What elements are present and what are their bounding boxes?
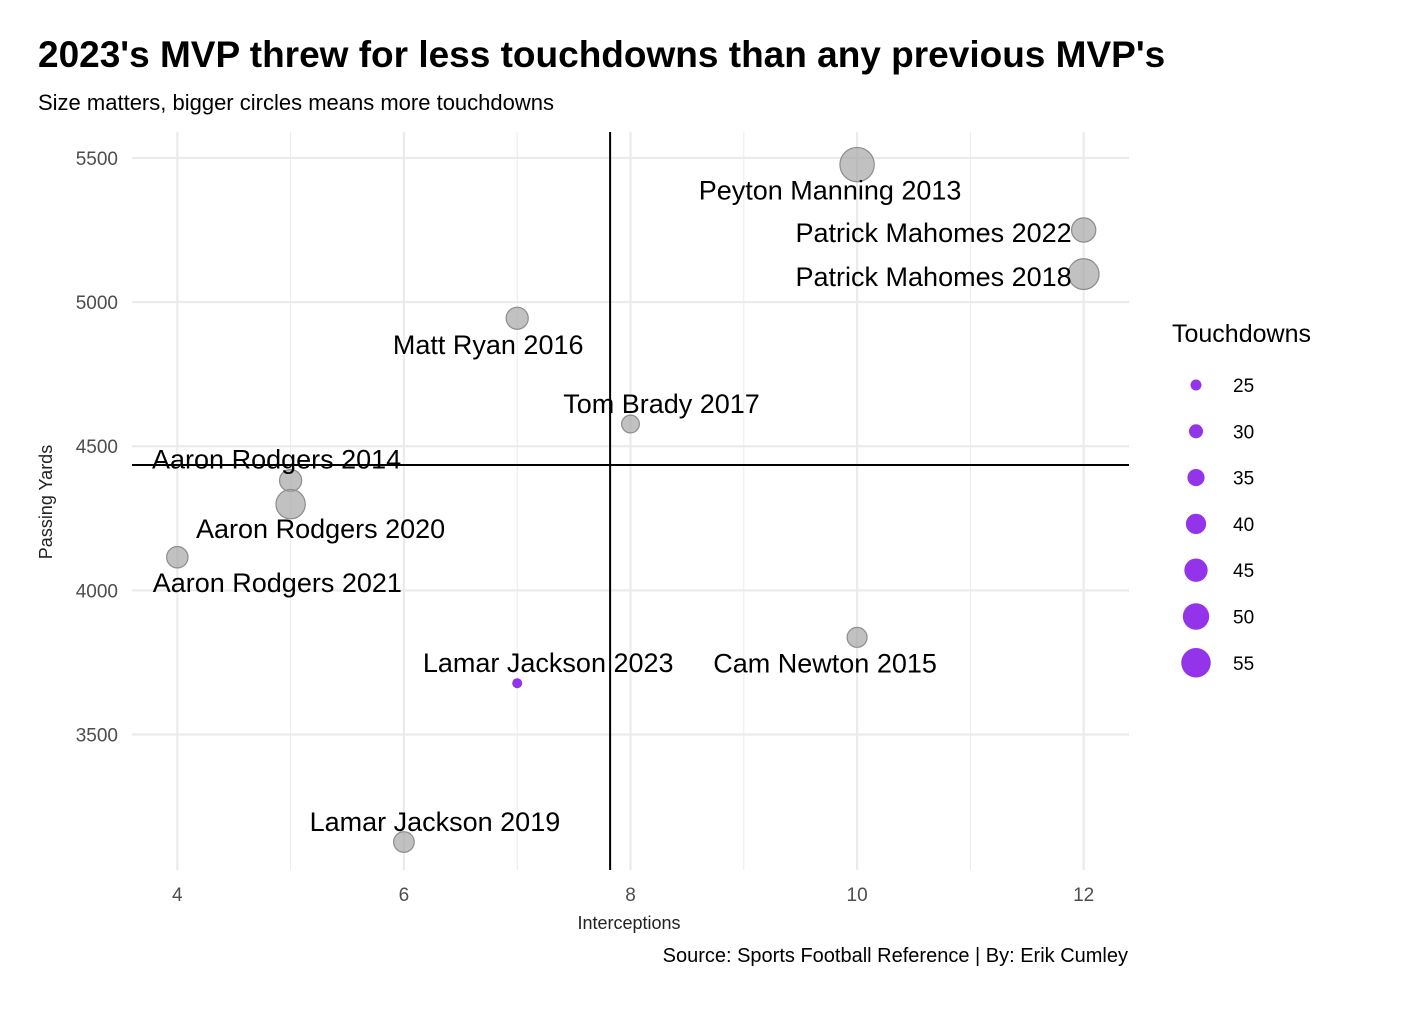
y-tick-label: 3500 xyxy=(76,726,118,747)
legend-label: 55 xyxy=(1233,654,1254,675)
legend-key xyxy=(1187,469,1205,487)
x-axis-label: Interceptions xyxy=(577,913,680,933)
y-tick-label: 5000 xyxy=(76,293,118,314)
grid-lines xyxy=(132,132,1129,870)
data-point xyxy=(275,488,306,520)
point-label: Aaron Rodgers 2021 xyxy=(153,568,402,598)
legend-key xyxy=(1185,513,1207,535)
y-tick-label: 4500 xyxy=(76,437,118,458)
legend-label: 45 xyxy=(1233,561,1254,582)
data-point xyxy=(839,146,875,183)
point-label: Tom Brady 2017 xyxy=(563,389,760,419)
point-label: Cam Newton 2015 xyxy=(713,648,937,678)
point-label: Lamar Jackson 2023 xyxy=(423,648,674,678)
legend-label: 35 xyxy=(1233,469,1254,490)
point-label: Matt Ryan 2016 xyxy=(393,330,584,360)
y-tick-label: 5500 xyxy=(76,149,118,170)
legend-title: Touchdowns xyxy=(1172,320,1311,348)
data-point xyxy=(505,306,529,330)
data-point xyxy=(621,414,640,434)
legend-label: 40 xyxy=(1233,515,1254,536)
axis-ticks: 4 6 8 10 12 3500 4000 4500 5000 5500 xyxy=(76,149,1095,906)
y-axis-label: Passing Yards xyxy=(36,445,56,559)
point-label: Patrick Mahomes 2022 xyxy=(796,218,1072,248)
legend-key xyxy=(1184,558,1208,582)
x-tick-label: 4 xyxy=(172,885,183,906)
y-tick-label: 4000 xyxy=(76,581,118,602)
source-caption: Source: Sports Football Reference | By: … xyxy=(662,945,1128,967)
data-points xyxy=(166,146,1100,853)
x-tick-label: 10 xyxy=(847,885,868,906)
data-point xyxy=(1067,258,1100,291)
data-point xyxy=(1070,217,1097,243)
data-point-highlight xyxy=(512,678,523,689)
legend-key xyxy=(1190,379,1202,391)
data-point xyxy=(392,831,415,853)
point-label: Lamar Jackson 2019 xyxy=(310,807,561,837)
legend-key xyxy=(1182,603,1210,630)
legend-label: 50 xyxy=(1233,608,1254,629)
x-tick-label: 12 xyxy=(1073,885,1094,906)
legend-key xyxy=(1181,648,1211,678)
legend-label: 30 xyxy=(1233,422,1254,443)
x-tick-label: 6 xyxy=(399,885,410,906)
reference-lines xyxy=(132,132,1129,870)
point-labels: Peyton Manning 2013 Patrick Mahomes 2022 P… xyxy=(152,176,1072,837)
legend-key xyxy=(1188,424,1204,439)
point-label: Aaron Rodgers 2020 xyxy=(196,514,445,544)
chart-subtitle: Size matters, bigger circles means more … xyxy=(38,90,554,115)
point-label: Patrick Mahomes 2018 xyxy=(796,262,1072,292)
legend-label: 25 xyxy=(1233,376,1254,397)
size-legend: 25 30 35 40 45 50 55 xyxy=(1181,376,1254,678)
chart-title: 2023's MVP threw for less touchdowns tha… xyxy=(38,34,1166,75)
x-tick-label: 8 xyxy=(625,885,636,906)
point-label: Peyton Manning 2013 xyxy=(699,176,962,206)
point-label: Aaron Rodgers 2014 xyxy=(152,445,401,475)
data-point xyxy=(846,626,868,648)
data-point xyxy=(166,545,189,569)
